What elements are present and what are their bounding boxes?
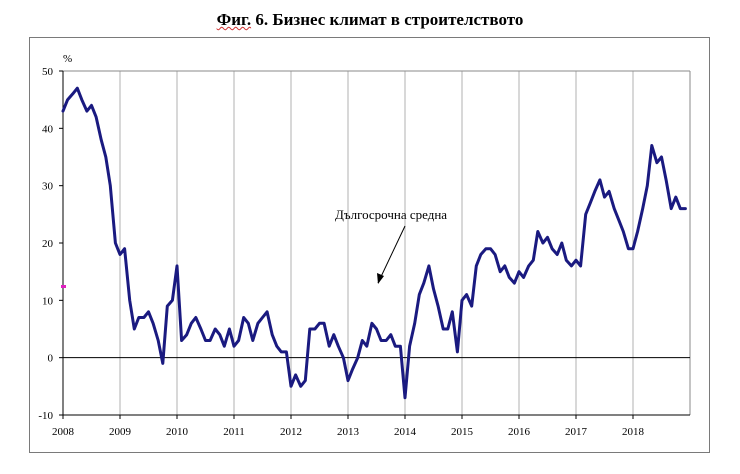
x-tick-label: 2017 (565, 426, 588, 438)
y-tick-label: 20 (42, 238, 54, 250)
annotation-arrow (377, 225, 406, 284)
y-tick-label: -10 (38, 410, 53, 422)
y-tick-label: 40 (42, 123, 54, 135)
y-tick-label: 30 (42, 181, 54, 193)
y-axis-ticks: -10 0 10 20 30 40 50 (38, 66, 63, 422)
x-tick-label: 2011 (223, 426, 245, 438)
y-tick-label: 10 (42, 295, 54, 307)
y-axis-unit-label: % (63, 53, 72, 65)
x-tick-label: 2018 (622, 426, 645, 438)
x-tick-label: 2016 (508, 426, 531, 438)
x-tick-label: 2008 (52, 426, 75, 438)
x-tick-label: 2013 (337, 426, 360, 438)
y-tick-label: 50 (42, 66, 54, 78)
long-term-average-marker (61, 285, 66, 288)
x-tick-label: 2015 (451, 426, 474, 438)
annotation-arrowhead (377, 273, 384, 284)
y-tick-label: 0 (48, 353, 54, 365)
chart-title-rest: 6. Бизнес климат в строителството (251, 10, 524, 29)
x-tick-label: 2014 (394, 426, 417, 438)
chart-title-prefix: Фиг. (216, 10, 252, 29)
chart-frame (29, 37, 710, 453)
long-term-average-annotation: Дългосрочна средна (335, 207, 447, 222)
x-axis-ticks: 2008 2009 2010 2011 2012 2013 2014 2015 2016 2017… (52, 415, 645, 438)
series-line (61, 86, 687, 400)
gridlines (119, 71, 634, 415)
chart-title: Фиг. 6. Бизнес климат в строителството (0, 10, 740, 30)
x-tick-label: 2010 (166, 426, 189, 438)
x-tick-label: 2012 (280, 426, 302, 438)
x-tick-label: 2009 (109, 426, 132, 438)
